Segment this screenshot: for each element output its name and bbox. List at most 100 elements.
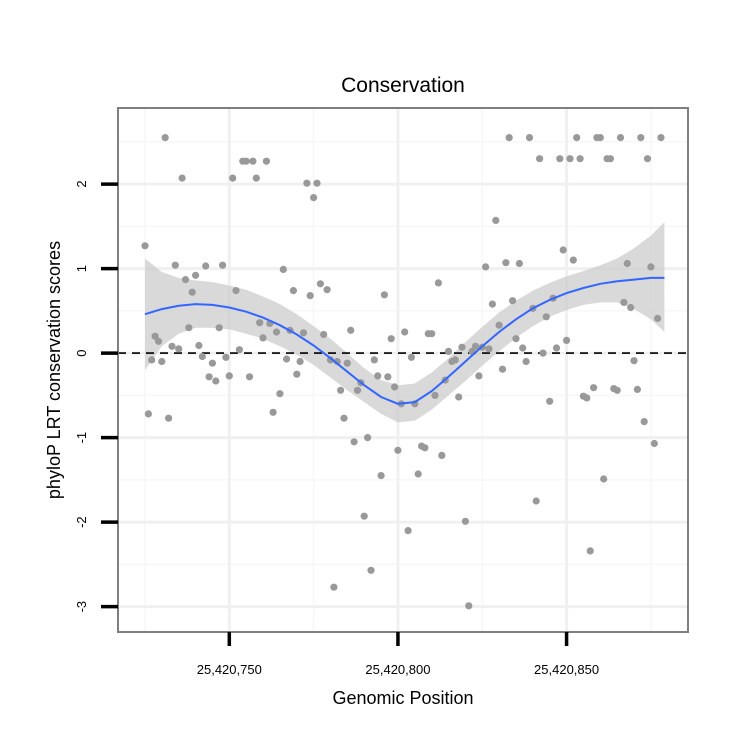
data-point bbox=[613, 386, 621, 394]
data-point bbox=[141, 242, 149, 250]
data-point bbox=[181, 276, 190, 284]
data-point bbox=[536, 155, 544, 163]
data-point bbox=[637, 134, 645, 142]
data-point bbox=[657, 134, 665, 142]
data-point bbox=[343, 359, 351, 367]
data-point bbox=[212, 377, 220, 385]
data-point bbox=[144, 410, 152, 418]
data-point bbox=[235, 346, 243, 354]
data-point bbox=[559, 246, 567, 254]
data-point bbox=[360, 512, 368, 520]
data-point bbox=[279, 265, 287, 273]
data-point bbox=[498, 365, 507, 373]
data-point bbox=[640, 418, 648, 426]
data-point bbox=[380, 291, 388, 299]
data-point bbox=[590, 384, 598, 392]
data-point bbox=[252, 174, 260, 182]
data-point bbox=[485, 345, 493, 353]
data-point bbox=[394, 446, 402, 454]
data-point bbox=[168, 342, 176, 350]
data-point bbox=[171, 261, 179, 269]
data-point bbox=[289, 287, 297, 295]
data-point bbox=[347, 326, 355, 334]
data-point bbox=[428, 330, 436, 338]
data-point bbox=[262, 157, 270, 165]
data-point bbox=[306, 292, 314, 300]
data-point bbox=[522, 357, 530, 366]
data-point bbox=[630, 357, 638, 365]
data-point bbox=[242, 157, 250, 165]
y-tick-label: 0 bbox=[74, 349, 89, 356]
data-point bbox=[370, 356, 378, 364]
panel-border bbox=[117, 107, 689, 633]
data-point bbox=[407, 353, 415, 361]
y-axis-label: phyloP LRT conservation scores bbox=[44, 241, 64, 499]
data-point bbox=[205, 373, 213, 381]
data-point bbox=[475, 372, 483, 380]
data-point bbox=[178, 174, 186, 182]
data-point bbox=[444, 347, 453, 355]
data-point bbox=[377, 472, 385, 480]
data-point bbox=[215, 324, 223, 332]
data-point bbox=[488, 300, 496, 308]
data-point bbox=[576, 155, 584, 163]
data-point bbox=[320, 330, 328, 339]
data-point bbox=[465, 602, 473, 610]
data-point bbox=[229, 174, 237, 182]
data-point bbox=[461, 517, 469, 525]
data-point bbox=[310, 194, 318, 202]
data-point bbox=[434, 279, 442, 287]
data-point bbox=[623, 259, 631, 268]
data-point bbox=[188, 288, 196, 296]
x-axis-label: Genomic Position bbox=[332, 688, 473, 708]
data-point bbox=[451, 356, 459, 364]
y-axis: -3 -2 -1 0 1 2 bbox=[74, 180, 118, 612]
confidence-band bbox=[145, 222, 665, 423]
data-point bbox=[647, 263, 655, 271]
data-point bbox=[471, 342, 480, 350]
data-point bbox=[627, 303, 635, 312]
data-point bbox=[303, 179, 311, 187]
data-point bbox=[495, 321, 503, 329]
data-point bbox=[643, 155, 652, 163]
data-point bbox=[222, 353, 230, 361]
data-point bbox=[340, 414, 348, 422]
data-point bbox=[296, 357, 304, 366]
data-point bbox=[259, 334, 267, 342]
data-point bbox=[374, 372, 382, 380]
data-point bbox=[431, 391, 439, 399]
y-tick-label: 2 bbox=[74, 180, 89, 187]
data-point bbox=[323, 286, 331, 294]
smooth-line-layer bbox=[144, 276, 665, 405]
data-point bbox=[596, 134, 604, 142]
data-point bbox=[650, 439, 658, 448]
data-point bbox=[364, 434, 372, 442]
data-point bbox=[330, 583, 338, 591]
data-point bbox=[515, 259, 524, 268]
data-point bbox=[542, 313, 550, 321]
y-tick-label: 1 bbox=[74, 265, 89, 272]
data-point bbox=[508, 297, 517, 305]
data-point bbox=[353, 386, 362, 394]
data-point bbox=[616, 134, 625, 142]
data-point bbox=[492, 216, 500, 224]
data-point bbox=[249, 157, 257, 165]
x-tick-label: 25,420,800 bbox=[365, 662, 430, 677]
data-point bbox=[269, 408, 277, 416]
data-point bbox=[505, 134, 513, 142]
data-point bbox=[151, 332, 159, 340]
data-point bbox=[161, 134, 169, 142]
data-point bbox=[225, 372, 233, 380]
data-point bbox=[272, 328, 281, 336]
data-point bbox=[455, 393, 463, 401]
x-axis: 25,420,750 25,420,800 25,420,850 bbox=[197, 632, 599, 677]
data-point bbox=[573, 134, 581, 142]
data-point bbox=[512, 335, 520, 343]
data-point bbox=[198, 352, 206, 361]
data-point bbox=[316, 280, 324, 288]
data-point bbox=[367, 566, 375, 574]
data-point bbox=[600, 475, 608, 483]
data-point bbox=[458, 343, 466, 351]
data-point bbox=[569, 256, 577, 264]
data-point bbox=[202, 262, 210, 270]
